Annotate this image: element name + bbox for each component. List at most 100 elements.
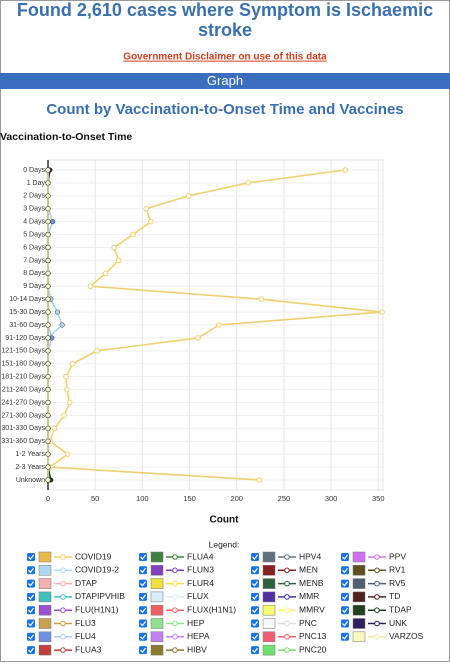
legend-label: HIBV [187, 644, 207, 654]
data-point [45, 309, 51, 315]
y-tick-label: 10-14 Days [9, 296, 45, 303]
legend-marker [172, 554, 178, 560]
legend-label: DTAPIPVHIB [75, 591, 125, 601]
legend-checkbox[interactable] [27, 646, 35, 655]
legend-checkbox[interactable] [341, 606, 349, 615]
legend-checkbox[interactable] [27, 566, 35, 575]
x-tick-label: 200 [230, 494, 243, 503]
legend-label: FLU(H1N1) [75, 604, 119, 614]
legend-label: HPV4 [299, 551, 321, 561]
page-title: Found 2,610 cases where Symptom is Ischa… [16, 0, 434, 40]
legend-check [28, 567, 34, 574]
legend-checkbox[interactable] [139, 592, 147, 601]
legend-checkbox[interactable] [27, 592, 35, 601]
x-tick-label: 100 [136, 494, 149, 503]
legend-checkbox[interactable] [139, 619, 147, 628]
data-point [66, 399, 73, 406]
legend-label: FLUN3 [187, 565, 214, 575]
legend-checkbox[interactable] [341, 632, 349, 641]
legend-label: MENB [299, 578, 324, 588]
x-tick-label: 250 [278, 494, 291, 503]
legend-checkbox[interactable] [341, 566, 349, 575]
legend-checkbox[interactable] [251, 619, 259, 628]
legend-checkbox[interactable] [139, 553, 147, 561]
legend-check [342, 634, 348, 640]
legend-checkbox[interactable] [139, 606, 147, 615]
legend-checkbox[interactable] [341, 553, 349, 561]
legend-checkbox[interactable] [27, 606, 35, 615]
legend-checkbox[interactable] [139, 646, 147, 655]
data-point [69, 360, 76, 367]
legend-checkbox[interactable] [27, 619, 35, 628]
legend-marker [172, 580, 178, 587]
legend-checkbox[interactable] [251, 632, 259, 641]
legend-swatch [262, 618, 276, 629]
y-tick-label: 15-30 Days [9, 309, 45, 316]
data-point [45, 180, 51, 186]
disclaimer-link[interactable]: Government Disclaimer on use of this dat… [123, 52, 327, 63]
legend-swatch [352, 631, 366, 643]
legend-check [140, 581, 146, 587]
x-tick-label: 350 [372, 494, 385, 503]
legend-label: PNC [299, 618, 317, 628]
legend-marker [172, 647, 178, 653]
data-point [59, 322, 65, 328]
legend-checkbox[interactable] [27, 579, 35, 588]
legend-check [252, 554, 258, 560]
data-point [45, 244, 51, 251]
legend-checkbox[interactable] [341, 579, 349, 588]
y-tick-label: 271-300 Days [1, 412, 45, 419]
x-tick-label: 0 [46, 494, 50, 503]
legend-marker [284, 607, 290, 614]
y-tick-label: 4 Days [23, 219, 45, 226]
legend-checkbox[interactable] [27, 632, 35, 641]
y-tick-label: 241-270 Days [1, 399, 45, 406]
legend-marker [284, 594, 290, 600]
legend-check [140, 621, 146, 627]
legend-swatch [262, 631, 276, 643]
legend-checkbox[interactable] [251, 553, 259, 561]
legend-swatch [150, 551, 164, 563]
legend-label: COVID19-2 [75, 565, 119, 575]
legend-marker [284, 554, 290, 560]
legend-swatch [150, 631, 164, 643]
data-point [45, 322, 51, 328]
y-tick-label: 0 Days [23, 167, 45, 174]
legend-checkbox[interactable] [139, 566, 147, 575]
legend-checkbox[interactable] [139, 579, 147, 588]
legend-checkbox[interactable] [251, 566, 259, 575]
legend-swatch [352, 591, 366, 603]
legend-checkbox[interactable] [251, 579, 259, 588]
y-tick-label: 331-360 Days [1, 438, 45, 445]
legend-label: PPV [389, 551, 406, 561]
data-point [342, 167, 349, 173]
legend-checkbox[interactable] [251, 592, 259, 601]
legend-marker [284, 580, 290, 587]
legend-swatch [38, 618, 52, 629]
legend-checkbox[interactable] [251, 606, 259, 615]
legend-marker [60, 554, 66, 560]
legend-label: TDAP [389, 604, 412, 614]
title-box: Found 2,610 cases where Symptom is Ischa… [16, 0, 434, 40]
legend-check [342, 607, 348, 614]
legend-swatch [150, 578, 164, 589]
legend-checkbox[interactable] [341, 592, 349, 601]
legend-checkbox[interactable] [139, 632, 147, 641]
data-point [143, 205, 149, 212]
data-point [87, 283, 94, 290]
legend-check [28, 554, 34, 560]
y-tick-label: 2-3 Years [15, 464, 45, 471]
data-point [130, 231, 136, 238]
y-tick-label: 301-330 Days [1, 425, 45, 432]
legend-marker [60, 620, 66, 627]
legend-marker [284, 647, 290, 653]
legend-checkbox[interactable] [27, 553, 35, 561]
legend-marker [60, 647, 66, 653]
data-point [54, 309, 60, 315]
legend-checkbox[interactable] [341, 619, 349, 628]
legend-check [28, 594, 34, 600]
legend-checkbox[interactable] [251, 646, 259, 655]
legend-marker [284, 634, 290, 640]
legend-label: HEP [187, 618, 205, 628]
y-tick-label: 8 Days [23, 270, 45, 277]
